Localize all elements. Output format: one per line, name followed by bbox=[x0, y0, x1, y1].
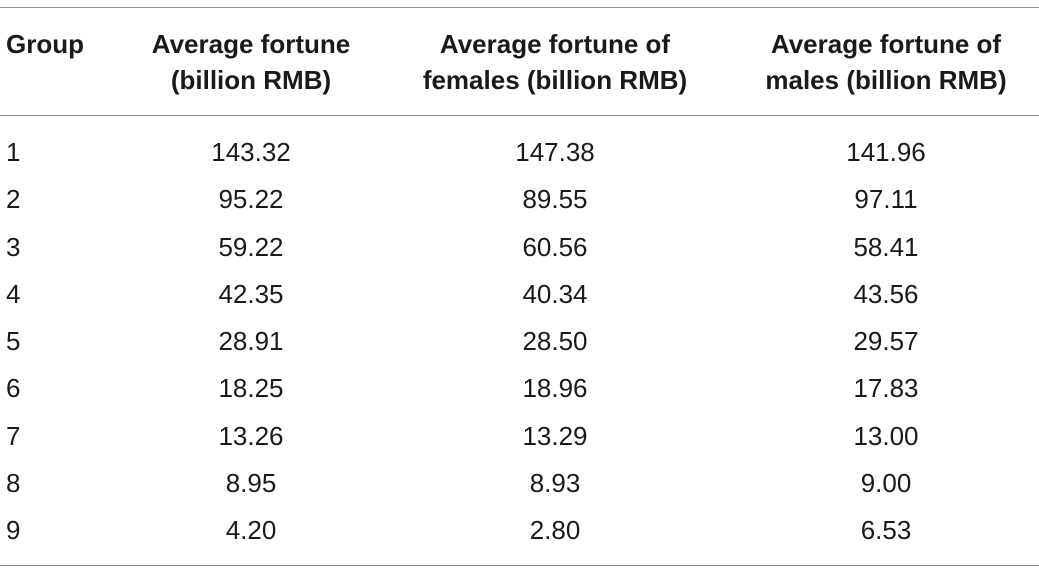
cell-average-fortune: 95.22 bbox=[218, 184, 284, 215]
cell-average-fortune-females: 8.93 bbox=[529, 468, 581, 499]
cell-average-fortune-females: 13.29 bbox=[522, 420, 588, 451]
table-row: 3 59.22 60.56 58.41 bbox=[0, 224, 1039, 271]
cell-average-fortune: 8.95 bbox=[225, 468, 277, 499]
cell-average-fortune-males: 43.56 bbox=[853, 278, 919, 309]
cell-group: 1 bbox=[6, 137, 21, 167]
table-row: 2 95.22 89.55 97.11 bbox=[0, 176, 1039, 223]
cell-average-fortune-females: 28.50 bbox=[522, 326, 588, 357]
cell-average-fortune-males: 29.57 bbox=[853, 326, 919, 357]
cell-group: 4 bbox=[6, 278, 21, 309]
cell-average-fortune-females: 89.55 bbox=[522, 184, 588, 215]
table-body: 1 143.32 147.38 141.96 2 95.22 89.55 97.… bbox=[0, 129, 1039, 555]
table-bottom-rule bbox=[0, 565, 1039, 566]
cell-group: 2 bbox=[6, 184, 21, 215]
table-row: 4 42.35 40.34 43.56 bbox=[0, 271, 1039, 318]
cell-average-fortune: 59.22 bbox=[218, 231, 284, 262]
cell-average-fortune: 13.26 bbox=[218, 420, 284, 451]
table-row: 5 28.91 28.50 29.57 bbox=[0, 318, 1039, 365]
cell-average-fortune: 4.20 bbox=[225, 515, 277, 546]
table-header-row: Group Average fortune (billion RMB) Aver… bbox=[0, 8, 1039, 115]
cell-average-fortune: 18.25 bbox=[218, 373, 284, 404]
header-average-fortune: Average fortune (billion RMB) bbox=[151, 29, 351, 95]
cell-group: 3 bbox=[6, 231, 21, 262]
header-average-fortune-males: Average fortune of males (billion RMB) bbox=[765, 29, 1007, 95]
cell-average-fortune-males: 17.83 bbox=[853, 373, 919, 404]
cell-average-fortune-males: 13.00 bbox=[853, 420, 919, 451]
cell-average-fortune-males: 9.00 bbox=[860, 468, 912, 499]
cell-average-fortune-females: 147.38 bbox=[515, 137, 595, 167]
cell-group: 5 bbox=[6, 326, 21, 357]
table-header-rule bbox=[0, 115, 1039, 116]
cell-average-fortune-females: 60.56 bbox=[522, 231, 588, 262]
cell-average-fortune-females: 40.34 bbox=[522, 278, 588, 309]
cell-average-fortune-males: 97.11 bbox=[854, 184, 918, 215]
table-row: 8 8.95 8.93 9.00 bbox=[0, 460, 1039, 507]
header-average-fortune-females: Average fortune of females (billion RMB) bbox=[422, 29, 688, 95]
cell-group: 8 bbox=[6, 468, 21, 499]
table-row: 7 13.26 13.29 13.00 bbox=[0, 413, 1039, 460]
cell-average-fortune-males: 141.96 bbox=[846, 137, 926, 167]
cell-average-fortune-females: 2.80 bbox=[529, 515, 581, 546]
cell-average-fortune-males: 58.41 bbox=[853, 231, 919, 262]
table-row: 9 4.20 2.80 6.53 bbox=[0, 507, 1039, 554]
cell-average-fortune: 28.91 bbox=[218, 326, 284, 357]
cell-average-fortune-females: 18.96 bbox=[522, 373, 588, 404]
cell-group: 9 bbox=[6, 515, 21, 546]
table-row: 1 143.32 147.38 141.96 bbox=[0, 129, 1039, 176]
cell-group: 6 bbox=[6, 373, 21, 404]
cell-average-fortune-males: 6.53 bbox=[860, 515, 912, 546]
cell-average-fortune: 42.35 bbox=[218, 278, 284, 309]
table-top-rule bbox=[0, 7, 1039, 8]
cell-group: 7 bbox=[6, 420, 21, 451]
table-row: 6 18.25 18.96 17.83 bbox=[0, 365, 1039, 412]
header-group: Group bbox=[6, 29, 84, 59]
cell-average-fortune: 143.32 bbox=[211, 137, 291, 167]
